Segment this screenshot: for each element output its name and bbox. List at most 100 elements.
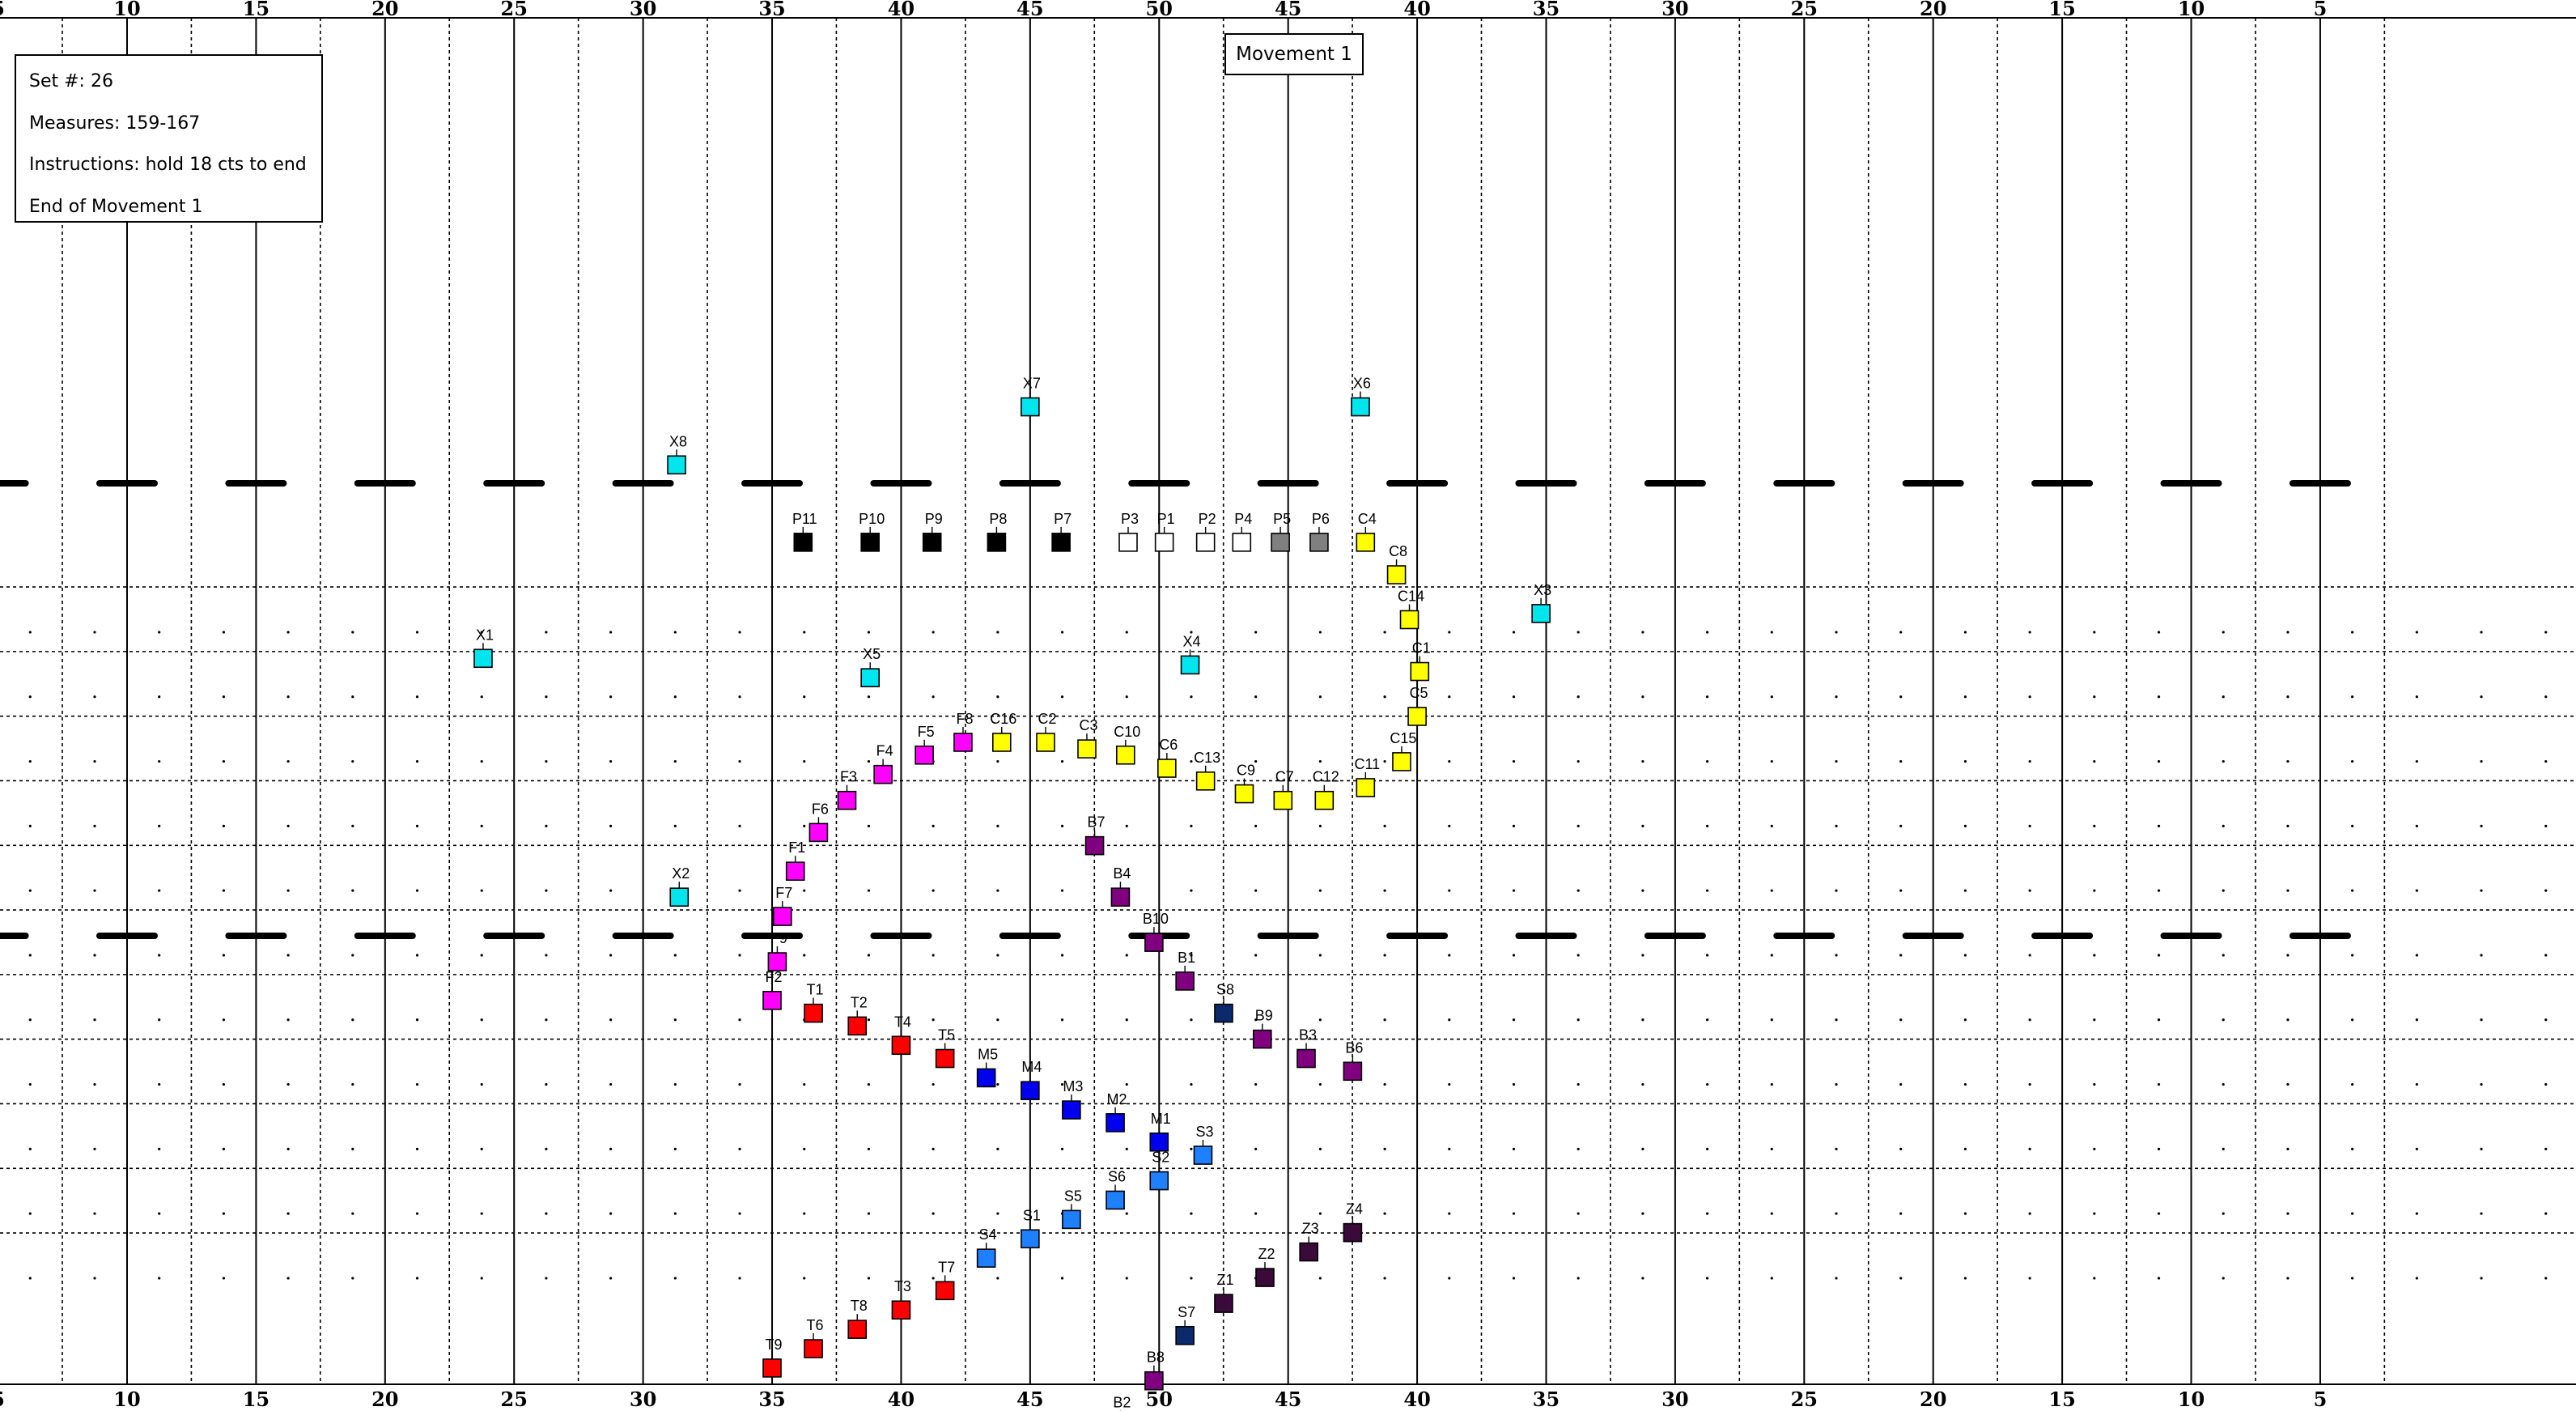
marker-square [1195, 533, 1216, 552]
grid-dot [2222, 1277, 2225, 1280]
grid-dot [480, 1082, 483, 1086]
grid-dot [2157, 1147, 2161, 1150]
grid-dot [1254, 824, 1258, 827]
grid-dot [2351, 1212, 2354, 1215]
grid-dot [1060, 1147, 1064, 1150]
grid-dot [803, 824, 806, 827]
marker-m1: M1 [1149, 1111, 1171, 1152]
grid-dot [351, 824, 354, 827]
grid-dot [1963, 1018, 1967, 1022]
grid-dot [867, 1082, 871, 1086]
marker-p5: P5 [1271, 511, 1291, 552]
marker-label: C10 [1114, 724, 1140, 740]
grid-dot [673, 695, 677, 699]
yard-label-bottom: 20 [371, 1388, 398, 1411]
marker-square [669, 887, 690, 907]
grid-dot [932, 1212, 935, 1215]
marker-f7: F7 [772, 885, 792, 926]
grid-dot [673, 824, 677, 827]
marker-t8: T8 [847, 1298, 868, 1339]
grid-dot [286, 759, 290, 763]
yard-label-top: 5 [0, 0, 5, 20]
grid-dot [1899, 631, 1903, 634]
yard-label-bottom: 10 [113, 1388, 140, 1411]
grid-dot [1254, 695, 1258, 699]
grid-dot [1641, 759, 1644, 763]
yard-label-bottom: 5 [0, 1388, 5, 1411]
yard-label-top: 20 [1920, 0, 1946, 20]
grid-dot [2480, 631, 2483, 634]
marker-square [1175, 971, 1195, 991]
grid-dot [2093, 1018, 2096, 1022]
grid-dot [2480, 759, 2483, 763]
marker-label: P3 [1121, 511, 1139, 527]
marker-p6: P6 [1309, 511, 1330, 552]
grid-dot [1318, 824, 1322, 827]
grid-dot [1770, 824, 1773, 827]
grid-dot [1963, 695, 1967, 699]
grid-dot [351, 759, 354, 763]
grid-dot [1963, 1212, 1967, 1215]
grid-dot [2028, 1277, 2031, 1280]
marker-x5: X5 [860, 646, 881, 687]
grid-dot [351, 1277, 354, 1280]
marker-c3: C3 [1077, 717, 1098, 759]
grid-dot [1512, 1277, 1516, 1280]
grid-dot [2480, 1147, 2483, 1150]
grid-dot [738, 631, 741, 634]
grid-dot [2544, 631, 2548, 634]
grid-dot [1448, 1212, 1451, 1215]
grid-dot [1512, 759, 1516, 763]
grid-dot [2480, 1018, 2483, 1022]
marker-p11: P11 [792, 511, 817, 552]
grid-dot [1125, 1082, 1128, 1086]
grid-dot [158, 1082, 161, 1086]
grid-dot [2544, 695, 2548, 699]
grid-dot [1963, 889, 1967, 892]
marker-square [1175, 1325, 1195, 1345]
grid-dot [1641, 954, 1644, 957]
grid-dot [2415, 889, 2418, 892]
marker-square [1051, 533, 1071, 552]
grid-dot [1125, 954, 1128, 957]
grid-dot [803, 695, 806, 699]
grid-dot [2157, 954, 2161, 957]
grid-dot [1318, 695, 1322, 699]
grid-dot [2157, 824, 2161, 827]
grid-dot [932, 889, 935, 892]
marker-label: C12 [1313, 769, 1339, 785]
grid-dot [1835, 954, 1838, 957]
grid-dot [2544, 759, 2548, 763]
grid-dot [28, 954, 32, 957]
grid-dot [1577, 759, 1580, 763]
grid-dot [93, 1212, 96, 1215]
marker-square [1214, 1294, 1233, 1313]
marker-t5: T5 [935, 1027, 955, 1069]
grid-dot [2093, 1277, 2096, 1280]
grid-dot [158, 1147, 161, 1150]
marker-b6: B6 [1343, 1039, 1363, 1082]
marker-square [935, 1281, 955, 1301]
grid-dot [2286, 954, 2290, 957]
grid-dot [1383, 1018, 1386, 1022]
yard-label-bottom: 45 [1275, 1388, 1301, 1411]
grid-dot [738, 824, 741, 827]
hash-marks [0, 480, 2351, 939]
grid-dot [1577, 954, 1580, 957]
grid-dot [803, 1212, 806, 1215]
grid-dot [286, 824, 290, 827]
marker-square [1021, 1081, 1040, 1100]
marker-square [1255, 1268, 1275, 1287]
grid-dot [1706, 889, 1709, 892]
grid-dot [28, 1082, 32, 1086]
grid-dot [545, 695, 548, 699]
grid-dot [1448, 1018, 1451, 1022]
grid-dot [1770, 1212, 1773, 1215]
grid-dot [286, 631, 290, 634]
grid-dot [1318, 1082, 1322, 1086]
marker-z3: Z3 [1299, 1221, 1319, 1262]
grid-dot [1060, 695, 1064, 699]
marker-f4: F4 [873, 743, 893, 784]
marker-label: T6 [807, 1317, 824, 1333]
grid-dot [480, 824, 483, 827]
